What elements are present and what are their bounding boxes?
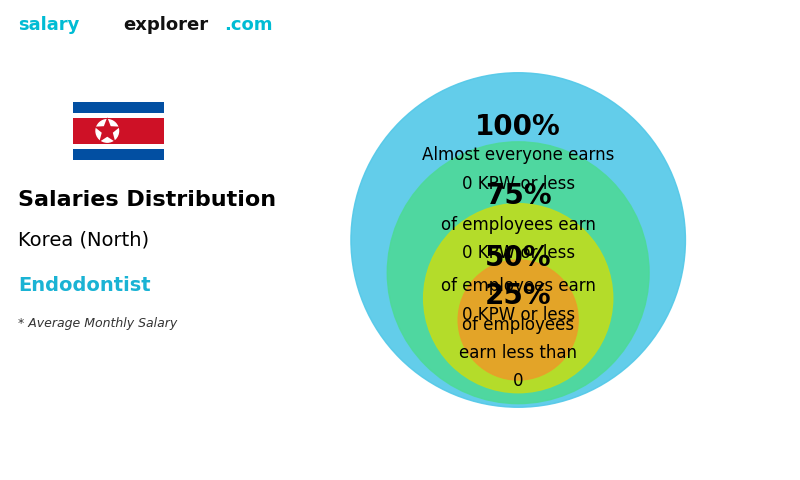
Circle shape: [458, 260, 578, 380]
Bar: [73, 144, 164, 149]
Circle shape: [96, 120, 118, 142]
Text: 75%: 75%: [485, 182, 551, 210]
Text: Endodontist: Endodontist: [18, 276, 151, 295]
Text: 0 KPW or less: 0 KPW or less: [462, 175, 574, 192]
Bar: [73, 102, 164, 160]
Text: 50%: 50%: [485, 244, 551, 272]
Circle shape: [424, 204, 613, 393]
Text: salary: salary: [18, 16, 79, 35]
Text: explorer: explorer: [124, 16, 209, 35]
Text: 0 KPW or less: 0 KPW or less: [462, 244, 574, 262]
Text: .com: .com: [224, 16, 272, 35]
Text: 0: 0: [513, 372, 523, 390]
Text: 100%: 100%: [475, 113, 561, 141]
Circle shape: [351, 73, 686, 407]
Text: of employees: of employees: [462, 315, 574, 334]
Text: 25%: 25%: [485, 282, 551, 311]
Bar: [73, 113, 164, 118]
Text: Salaries Distribution: Salaries Distribution: [18, 190, 276, 210]
Text: * Average Monthly Salary: * Average Monthly Salary: [18, 317, 178, 330]
Polygon shape: [94, 117, 120, 142]
Text: earn less than: earn less than: [459, 344, 577, 362]
Text: Korea (North): Korea (North): [18, 230, 150, 250]
Bar: [73, 118, 164, 144]
Circle shape: [387, 142, 649, 404]
Text: of employees earn: of employees earn: [441, 277, 596, 295]
Text: 0 KPW or less: 0 KPW or less: [462, 306, 574, 324]
Text: of employees earn: of employees earn: [441, 216, 596, 234]
Text: Almost everyone earns: Almost everyone earns: [422, 146, 614, 165]
